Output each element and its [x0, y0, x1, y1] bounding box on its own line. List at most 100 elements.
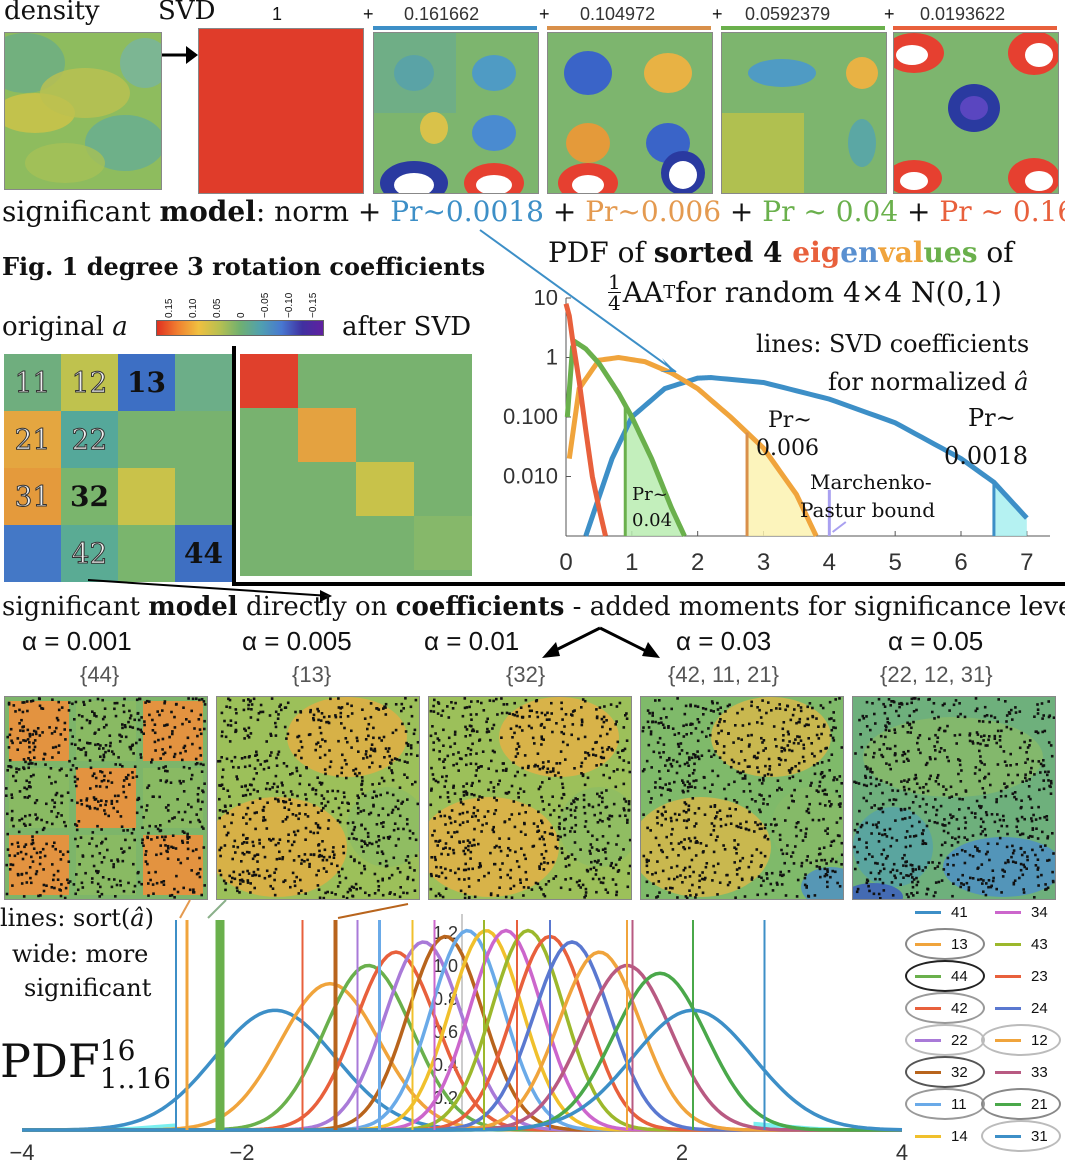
alpha-label: α = 0.005: [242, 626, 352, 656]
legend-swatch: [915, 911, 941, 914]
directly-line: significant model directly on coefficien…: [2, 592, 1065, 622]
y-tick-label: 1: [546, 345, 558, 370]
colorbar-tick: 0.05: [212, 298, 223, 318]
term-coef-2: 0.161662: [404, 4, 480, 24]
term-color-bar: [893, 26, 1057, 30]
svd-diag-cell: [356, 462, 414, 516]
coef-cell: 22: [61, 411, 118, 468]
svd-diag-cell: [414, 516, 472, 570]
legend-label: 14: [951, 1128, 968, 1145]
lines-note-2: for normalized â: [828, 368, 1029, 396]
coef-cell: 44: [175, 525, 232, 582]
legend-item: 14: [915, 1128, 968, 1145]
coef-cell: [118, 525, 175, 582]
colorbar-tick: −0.10: [284, 292, 295, 318]
term-coef-3: 0.104972: [580, 4, 656, 24]
bottom-note-2: wide: more: [12, 940, 149, 968]
legend-label: 24: [1031, 1000, 1048, 1017]
fig1-title: Fig. 1 degree 3 rotation coefficients: [2, 252, 486, 281]
mp-label: Marchenko-: [810, 470, 932, 494]
coef-cell: 21: [4, 411, 61, 468]
after-svd-label: after SVD: [342, 312, 472, 342]
series-line: [563, 303, 608, 537]
y-tick-label: 0.100: [503, 404, 558, 429]
y-tick-label: 10: [534, 290, 558, 310]
legend-item: 23: [995, 968, 1048, 985]
series-line: [583, 375, 1029, 537]
legend-label: 33: [1031, 1064, 1048, 1081]
pr-label-0018: 0.0018: [944, 442, 1028, 470]
coef-cell: 11: [4, 354, 61, 411]
shaded-tail: [993, 482, 1027, 536]
x-tick-label: −4: [9, 1140, 34, 1165]
lines-note-1: lines: SVD coefficients: [756, 330, 1030, 358]
x-tick-label: 1: [625, 549, 638, 576]
legend-swatch: [995, 911, 1021, 914]
legend-swatch: [995, 943, 1021, 946]
x-tick-label: 6: [954, 549, 967, 576]
legend-swatch: [995, 1071, 1021, 1074]
coef-cell: 42: [61, 525, 118, 582]
colorbar-tick: −0.05: [260, 292, 271, 318]
alpha-set: {13}: [292, 662, 332, 687]
term-plus: +: [539, 4, 550, 24]
legend-label: 41: [951, 904, 968, 921]
alpha-label: α = 0.03: [676, 626, 772, 656]
coef-cell: [118, 468, 175, 525]
x-tick-label: 3: [757, 549, 770, 576]
coef-cell: 31: [4, 468, 61, 525]
x-tick-label: 0: [559, 549, 572, 576]
bottom-note-3: significant: [24, 974, 152, 1002]
significance-oval: [905, 992, 985, 1024]
alpha-label: α = 0.05: [888, 626, 984, 656]
divider: [232, 582, 1065, 586]
shaded-tail: [747, 432, 817, 536]
coef-cell: [175, 468, 232, 525]
svd-component-1: [198, 28, 364, 194]
divider: [232, 346, 236, 586]
colorbar-tick: −0.15: [308, 292, 319, 318]
legend-item: 41: [915, 904, 968, 921]
legend-swatch: [995, 1007, 1021, 1010]
coef-cell: [175, 411, 232, 468]
legend-swatch: [995, 975, 1021, 978]
pr-label-0018: Pr~: [968, 404, 1016, 432]
note-arrow: [207, 900, 227, 919]
svd-component-3: [547, 32, 713, 194]
svd-component-2: [373, 32, 539, 194]
alpha-label: α = 0.001: [22, 626, 132, 656]
coef-cell: 32: [61, 468, 118, 525]
density-panel-alpha-003: [640, 696, 844, 900]
density-label: density: [4, 0, 100, 26]
colorbar-tick: 0.15: [164, 298, 175, 318]
alpha-set: {32}: [506, 662, 546, 687]
significance-oval: [905, 928, 985, 960]
legend-label: 23: [1031, 968, 1048, 985]
alpha-set: {22, 12, 31}: [880, 662, 993, 687]
coef-cell: [118, 411, 175, 468]
svd-coef-matrix: [240, 354, 472, 576]
significance-oval: [981, 1120, 1061, 1152]
term-coef-4: 0.0592379: [745, 4, 831, 24]
legend-swatch: [915, 1135, 941, 1138]
significance-oval: [905, 1056, 985, 1088]
density-panel-alpha-005: [852, 696, 1056, 900]
coef-cell: 13: [118, 354, 175, 411]
alpha-set: {44}: [80, 662, 120, 687]
legend: 41 34 13 43 44 23 42 24 22 12 32 33 11 21 14 31: [905, 900, 1065, 1169]
svd-label: SVD: [158, 0, 216, 26]
term-color-bar: [721, 26, 885, 30]
significance-oval: [905, 1088, 985, 1120]
legend-label: 34: [1031, 904, 1048, 921]
pdf-main-label: PDF 16 1..16: [0, 1034, 171, 1095]
pr-label-04: 0.04: [632, 510, 673, 531]
term-color-bar: [547, 26, 711, 30]
alpha-set: {42, 11, 21}: [668, 662, 779, 687]
legend-item: 43: [995, 936, 1048, 953]
significance-oval: [981, 1088, 1061, 1120]
svd-component-4: [721, 32, 887, 194]
x-tick-label: −2: [229, 1140, 254, 1165]
density-panel-alpha-001: [428, 696, 632, 900]
legend-item: 24: [995, 1000, 1048, 1017]
eigenvalue-pdf-chart: 10 1 0.100 0.010 0 1 2 3 4 5 6 7: [503, 290, 1050, 576]
